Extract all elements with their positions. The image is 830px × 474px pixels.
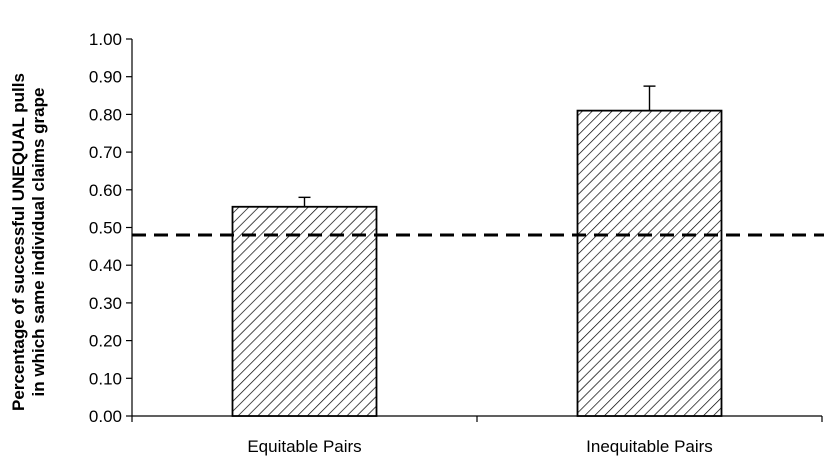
bar-equitable-pairs — [231, 205, 378, 417]
bar-inequitable-pairs — [576, 109, 723, 417]
y-tick-label: 1.00 — [89, 30, 122, 49]
y-axis-label: Percentage of successful UNEQUAL pulls i… — [9, 73, 48, 411]
y-tick-label: 0.60 — [89, 181, 122, 200]
y-tick-label: 0.10 — [89, 369, 122, 388]
y-tick-label: 0.20 — [89, 332, 122, 351]
x-tick-labels: Equitable Pairs Inequitable Pairs — [247, 437, 712, 456]
bars — [231, 109, 723, 417]
x-category-label: Equitable Pairs — [247, 437, 361, 456]
y-tick-label: 0.80 — [89, 105, 122, 124]
y-axis-label-line-1: Percentage of successful UNEQUAL pulls — [9, 73, 28, 411]
y-tick-label: 0.00 — [89, 407, 122, 426]
y-axis-label-line-2: in which same individual claims grape — [29, 88, 48, 397]
y-tick-labels: 0.00 0.10 0.20 0.30 0.40 0.50 0.60 0.70 0.80 0.90… — [89, 30, 122, 426]
y-tick-label: 0.30 — [89, 294, 122, 313]
y-tick-label: 0.90 — [89, 68, 122, 87]
y-tick-label: 0.70 — [89, 143, 122, 162]
error-bars — [298, 85, 656, 207]
y-tick-label: 0.50 — [89, 219, 122, 238]
y-tick-label: 0.40 — [89, 256, 122, 275]
x-category-label: Inequitable Pairs — [586, 437, 713, 456]
